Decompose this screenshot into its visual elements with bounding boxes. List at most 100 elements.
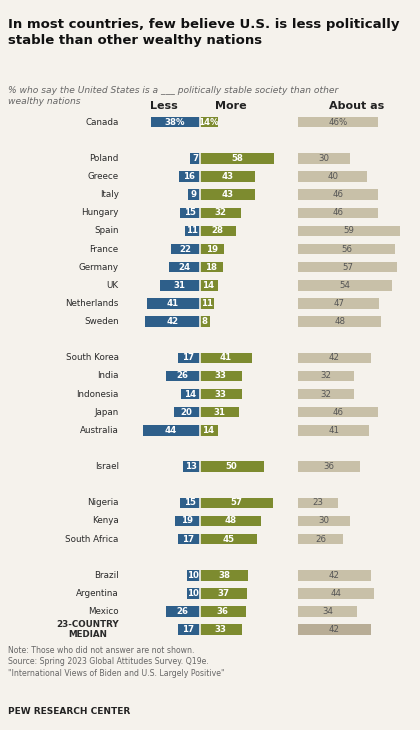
Text: 34: 34 [322,607,333,616]
Text: 48: 48 [334,317,345,326]
Text: 33: 33 [215,372,227,380]
Text: 11: 11 [201,299,213,308]
Bar [183,461,199,472]
Text: Greece: Greece [87,172,119,181]
Text: 14%: 14% [198,118,219,127]
Text: Kenya: Kenya [92,516,119,526]
Text: South Africa: South Africa [65,534,119,544]
Text: Indonesia: Indonesia [76,390,119,399]
Bar [298,607,357,617]
Text: UK: UK [107,281,119,290]
Bar [200,172,255,182]
Bar [145,316,200,327]
Text: 59: 59 [344,226,354,236]
Bar [191,153,200,164]
Text: 15: 15 [184,499,196,507]
Text: Japan: Japan [94,407,119,417]
Text: Poland: Poland [89,154,119,163]
Bar [186,570,199,580]
Bar [171,244,200,254]
Text: 10: 10 [187,571,199,580]
Bar [298,461,360,472]
Text: 17: 17 [183,625,194,634]
Text: Sweden: Sweden [84,317,119,326]
Text: 19: 19 [181,516,193,526]
Text: Israel: Israel [94,462,119,471]
Text: Spain: Spain [94,226,119,236]
Text: Hungary: Hungary [81,208,119,218]
Bar [298,172,368,182]
Text: 44: 44 [165,426,177,435]
Text: Netherlands: Netherlands [65,299,119,308]
Text: Italy: Italy [100,191,119,199]
Bar [298,117,378,128]
Text: 41: 41 [220,353,232,362]
Bar [178,534,200,545]
Text: 23-COUNTRY
MEDIAN: 23-COUNTRY MEDIAN [56,620,119,639]
Bar [200,316,210,327]
Bar [178,624,200,635]
Text: 42: 42 [329,625,340,634]
Bar [298,316,381,327]
Text: 57: 57 [342,263,353,272]
Bar [298,190,378,200]
Bar [200,298,214,309]
Text: 56: 56 [341,245,352,253]
Text: About as: About as [329,101,385,111]
Text: More: More [215,101,247,111]
Text: 32: 32 [320,372,331,380]
Bar [298,153,350,164]
Text: South Korea: South Korea [66,353,119,362]
Text: 14: 14 [202,426,215,435]
Bar [200,607,246,617]
Bar [200,244,224,254]
Bar [200,117,218,128]
Bar [188,190,200,200]
Text: 26: 26 [177,372,189,380]
Bar [298,498,338,508]
Bar [200,371,242,381]
Bar [298,570,371,580]
Bar [298,371,354,381]
Text: 22: 22 [179,245,192,253]
Bar [298,353,371,363]
Text: 20: 20 [181,407,192,417]
Bar [180,498,200,508]
Bar [143,425,200,436]
Bar [200,389,242,399]
Bar [298,515,350,526]
Text: 9: 9 [191,191,197,199]
Text: 41: 41 [167,299,179,308]
Text: 44: 44 [331,589,342,598]
Bar [200,153,274,164]
Text: Argentina: Argentina [76,589,119,598]
Bar [200,425,218,436]
Text: 43: 43 [221,172,233,181]
Text: 36: 36 [217,607,228,616]
Bar [178,353,200,363]
Text: 31: 31 [213,407,226,417]
Text: 18: 18 [205,263,217,272]
Bar [200,280,218,291]
Bar [298,588,374,599]
Bar [166,371,200,381]
Text: 32: 32 [320,390,331,399]
Bar [298,624,371,635]
Bar [298,226,400,237]
Text: 13: 13 [185,462,197,471]
Text: 54: 54 [339,281,350,290]
Bar [200,498,273,508]
Text: 26: 26 [177,607,189,616]
Text: Germany: Germany [79,263,119,272]
Text: 11: 11 [186,226,198,236]
Text: 24: 24 [178,263,190,272]
Text: 28: 28 [212,226,223,236]
Bar [200,226,236,237]
Bar [181,389,200,399]
Bar [298,262,397,272]
Text: Australia: Australia [80,426,119,435]
Bar [298,244,395,254]
Text: 50: 50 [226,462,238,471]
Text: 14: 14 [202,281,215,290]
Bar [200,570,248,580]
